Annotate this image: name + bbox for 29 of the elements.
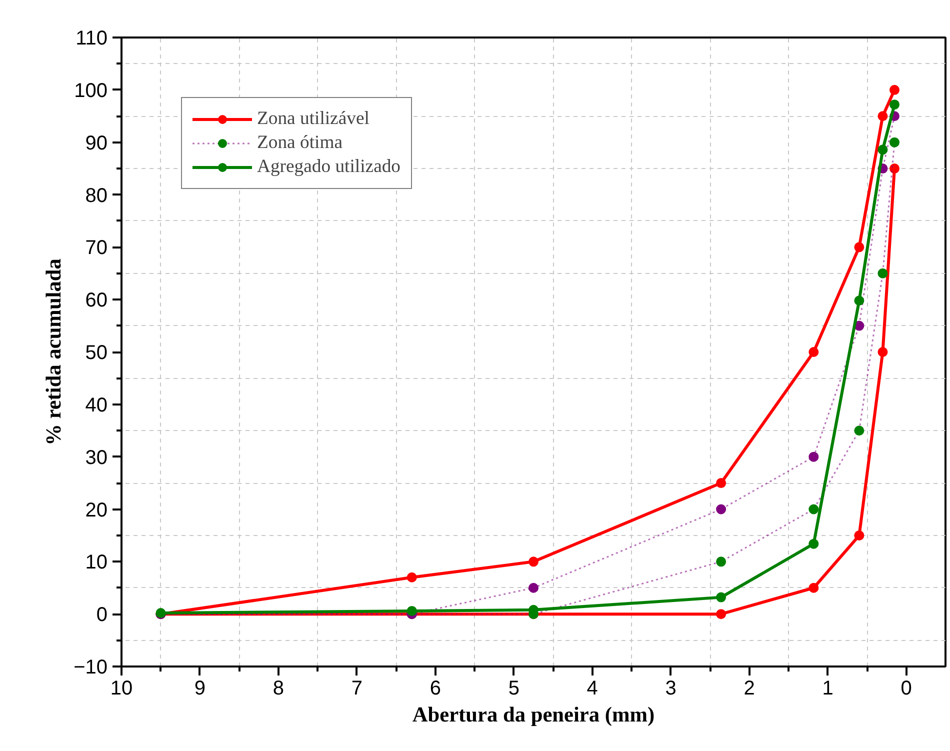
x-tick-label: 4 [586,678,598,700]
x-axis-title: Abertura da peneira (mm) [412,702,655,726]
y-tick-label: 100 [74,80,108,102]
legend-label: Zona ótima [257,132,342,154]
x-tick-label: 5 [508,678,520,700]
y-tick-label: 60 [85,290,108,312]
x-tick-label: 2 [744,678,755,700]
y-tick-label: 110 [76,28,108,50]
legend-label: Zona utilizável [257,108,370,130]
y-tick-label: 80 [85,184,108,207]
x-tick-label: 0 [900,678,912,700]
x-tick-label: 10 [110,678,133,700]
y-tick-label: 90 [85,132,108,154]
y-tick-label: 40 [85,394,108,416]
x-tick-label: 9 [194,678,206,700]
x-tick-label: 1 [822,678,834,700]
x-tick-label: 7 [351,678,362,700]
y-tick-label: 20 [85,499,108,522]
legend-label: Agregado utilizado [257,156,401,178]
y-tick-label: 50 [85,342,108,364]
y-tick-label: −10 [74,656,108,678]
x-tick-label: 6 [430,678,441,700]
x-tick-label: 8 [272,678,284,700]
y-tick-label: 10 [85,552,108,574]
y-tick-label: 0 [96,604,108,626]
x-tick-label: 3 [665,678,676,700]
y-tick-label: 70 [85,237,108,260]
y-tick-label: 30 [85,446,108,469]
y-axis-title: % retida acumulada [42,258,66,446]
